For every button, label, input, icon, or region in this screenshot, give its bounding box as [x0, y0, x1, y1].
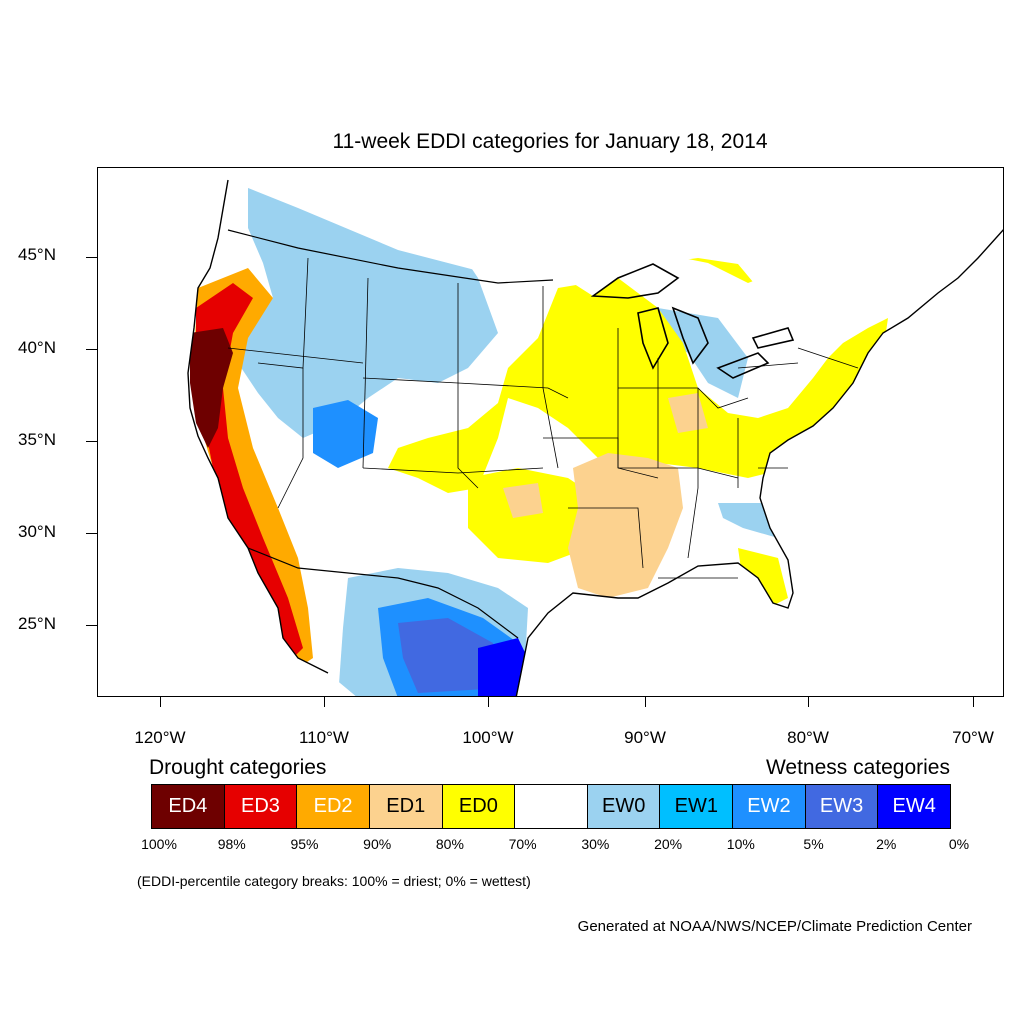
- lon-tick-70w: [973, 697, 974, 707]
- lat-label-35n: 35°N: [18, 430, 56, 449]
- lat-tick-45n: [86, 257, 97, 258]
- legend-swatch-ed3: ED3: [224, 785, 298, 828]
- ed4-region-florida: [758, 613, 774, 628]
- international-border: [227, 229, 554, 639]
- lat-label-45n: 45°N: [18, 245, 56, 264]
- legend-break-label: 2%: [876, 836, 897, 852]
- ew4-region-texas-coast: [478, 638, 530, 696]
- category-breaks-note: (EDDI-percentile category breaks: 100% =…: [137, 873, 531, 889]
- lat-tick-35n: [86, 441, 97, 442]
- lon-label-80w: 80°W: [787, 728, 829, 747]
- ed1-region-ontario: [758, 223, 803, 253]
- ed0-region-southplains: [468, 468, 598, 563]
- lon-tick-80w: [808, 697, 809, 707]
- coastline: [187, 179, 1003, 696]
- lon-label-110w: 110°W: [299, 728, 349, 747]
- legend-swatch-ed0: ED0: [442, 785, 516, 828]
- ed1-region-oklahoma: [503, 483, 543, 518]
- legend-break-label: 5%: [803, 836, 824, 852]
- ed0-region-canada: [598, 173, 858, 283]
- lon-label-120w: 120°W: [134, 728, 186, 747]
- lon-tick-110w: [324, 697, 325, 707]
- lat-tick-25n: [86, 625, 97, 626]
- ed0-region-florida: [738, 548, 788, 608]
- legend-break-label: 70%: [508, 836, 537, 852]
- credit-line: Generated at NOAA/NWS/NCEP/Climate Predi…: [577, 918, 972, 935]
- legend-break-label: 100%: [141, 836, 177, 852]
- ew2-region-utah: [313, 400, 378, 468]
- legend-swatch-ew1: EW1: [660, 785, 734, 828]
- lon-label-100w: 100°W: [462, 728, 514, 747]
- legend-swatch-ew3: EW3: [805, 785, 879, 828]
- lat-label-30n: 30°N: [18, 522, 56, 541]
- drought-categories-heading: Drought categories: [149, 756, 327, 779]
- ed1-region-south: [568, 453, 683, 598]
- wetness-categories-heading: Wetness categories: [765, 756, 950, 779]
- lon-tick-120w: [160, 697, 161, 707]
- legend-break-label: 0%: [948, 836, 970, 852]
- legend-swatch-ew4: EW4: [878, 785, 951, 828]
- legend-break-label: 30%: [581, 836, 610, 852]
- legend-swatch-ed4: ED4: [152, 785, 225, 828]
- lat-tick-40n: [86, 349, 97, 350]
- legend-swatch-ew2: EW2: [733, 785, 806, 828]
- map-panel: [97, 167, 1004, 697]
- eddi-map: [187, 173, 1003, 696]
- ed4-region-california: [190, 328, 233, 448]
- legend-break-label: 20%: [654, 836, 683, 852]
- category-legend-bar: ED4 ED3 ED2 ED1 ED0 EW0 EW1 EW2 EW3 EW4: [151, 784, 951, 829]
- great-lakes-outline: [590, 263, 795, 379]
- legend-swatch-ew0: EW0: [587, 785, 661, 828]
- legend-break-label: 80%: [435, 836, 464, 852]
- lon-label-70w: 70°W: [952, 728, 994, 747]
- legend-swatch-ed2: ED2: [297, 785, 370, 828]
- legend-break-label: 90%: [363, 836, 392, 852]
- lat-label-40n: 40°N: [18, 338, 56, 357]
- legend-break-label: 95%: [290, 836, 319, 852]
- state-boundaries: [227, 257, 859, 579]
- ed0-region-midwest: [388, 278, 888, 493]
- legend-swatch-neutral: [515, 785, 588, 828]
- ed3-region-florida: [753, 608, 778, 633]
- map-title: 11-week EDDI categories for January 18, …: [332, 130, 768, 153]
- lon-tick-100w: [488, 697, 489, 707]
- lon-label-90w: 90°W: [624, 728, 666, 747]
- lat-tick-30n: [86, 533, 97, 534]
- ew3-region-south: [398, 618, 503, 693]
- lon-tick-90w: [645, 697, 646, 707]
- legend-swatch-ed1: ED1: [369, 785, 443, 828]
- legend-break-label: 98%: [217, 836, 246, 852]
- legend-break-label: 10%: [726, 836, 755, 852]
- lat-label-25n: 25°N: [18, 614, 56, 633]
